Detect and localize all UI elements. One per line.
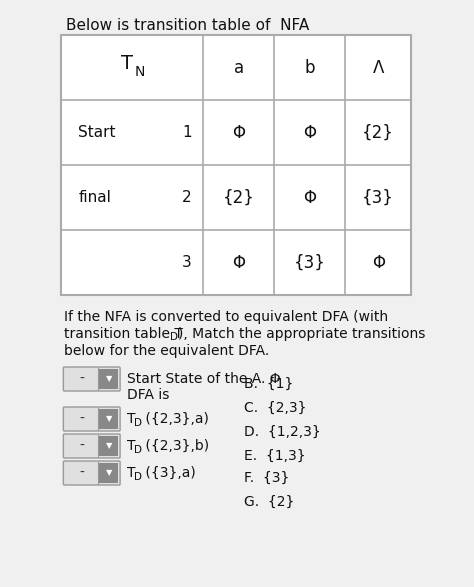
Bar — [62, 35, 411, 295]
Text: T: T — [121, 54, 133, 73]
FancyBboxPatch shape — [64, 434, 120, 458]
Text: {3}: {3} — [362, 188, 394, 207]
Text: transition table T: transition table T — [64, 327, 183, 341]
Bar — [99, 436, 118, 456]
Text: Φ: Φ — [372, 254, 385, 272]
FancyBboxPatch shape — [64, 461, 120, 485]
Text: Φ: Φ — [303, 188, 316, 207]
Bar — [99, 463, 118, 483]
Text: {3}: {3} — [294, 254, 326, 272]
Text: ({3},a): ({3},a) — [141, 466, 196, 480]
Text: F.  {3}: F. {3} — [244, 471, 289, 485]
Text: T: T — [127, 412, 135, 426]
Text: ▼: ▼ — [106, 468, 112, 477]
Bar — [62, 35, 411, 295]
Text: Λ: Λ — [373, 59, 384, 76]
Text: below for the equivalent DFA.: below for the equivalent DFA. — [64, 344, 270, 358]
Text: ▼: ▼ — [106, 414, 112, 423]
Text: -: - — [79, 412, 84, 426]
Text: D: D — [134, 418, 142, 428]
Text: final: final — [79, 190, 111, 205]
Text: Below is transition table of  NFA: Below is transition table of NFA — [66, 18, 310, 33]
Text: ), Match the appropriate transitions: ), Match the appropriate transitions — [178, 327, 425, 341]
Text: If the NFA is converted to equivalent DFA (with: If the NFA is converted to equivalent DF… — [64, 310, 388, 324]
Text: D: D — [134, 472, 142, 482]
Text: E.  {1,3}: E. {1,3} — [244, 449, 306, 463]
Text: Start State of the A. Φ: Start State of the A. Φ — [127, 372, 280, 386]
Text: C.  {2,3}: C. {2,3} — [244, 401, 307, 415]
Text: B.  {1}: B. {1} — [244, 377, 293, 391]
Text: 2: 2 — [182, 190, 192, 205]
Text: ({2,3},b): ({2,3},b) — [141, 439, 209, 453]
Bar — [99, 409, 118, 429]
Text: {2}: {2} — [223, 188, 255, 207]
Text: Φ: Φ — [232, 254, 246, 272]
Bar — [99, 369, 118, 389]
Text: DFA is: DFA is — [127, 388, 169, 402]
Text: D: D — [170, 332, 178, 342]
Text: G.  {2}: G. {2} — [244, 495, 294, 509]
Text: T: T — [127, 466, 135, 480]
Text: ({2,3},a): ({2,3},a) — [141, 412, 209, 426]
Text: 1: 1 — [182, 125, 192, 140]
Text: 3: 3 — [182, 255, 192, 270]
Text: D: D — [134, 445, 142, 455]
Text: a: a — [234, 59, 244, 76]
Text: ▼: ▼ — [106, 441, 112, 450]
Text: Φ: Φ — [303, 123, 316, 141]
Text: T: T — [127, 439, 135, 453]
FancyBboxPatch shape — [64, 407, 120, 431]
Text: b: b — [304, 59, 315, 76]
Text: D.  {1,2,3}: D. {1,2,3} — [244, 425, 321, 439]
Text: -: - — [79, 439, 84, 453]
Text: N: N — [135, 65, 145, 79]
Text: Start: Start — [79, 125, 116, 140]
FancyBboxPatch shape — [64, 367, 120, 391]
Text: Φ: Φ — [232, 123, 246, 141]
Text: ▼: ▼ — [106, 375, 112, 383]
Text: -: - — [79, 372, 84, 386]
Text: {2}: {2} — [362, 123, 394, 141]
Text: -: - — [79, 466, 84, 480]
